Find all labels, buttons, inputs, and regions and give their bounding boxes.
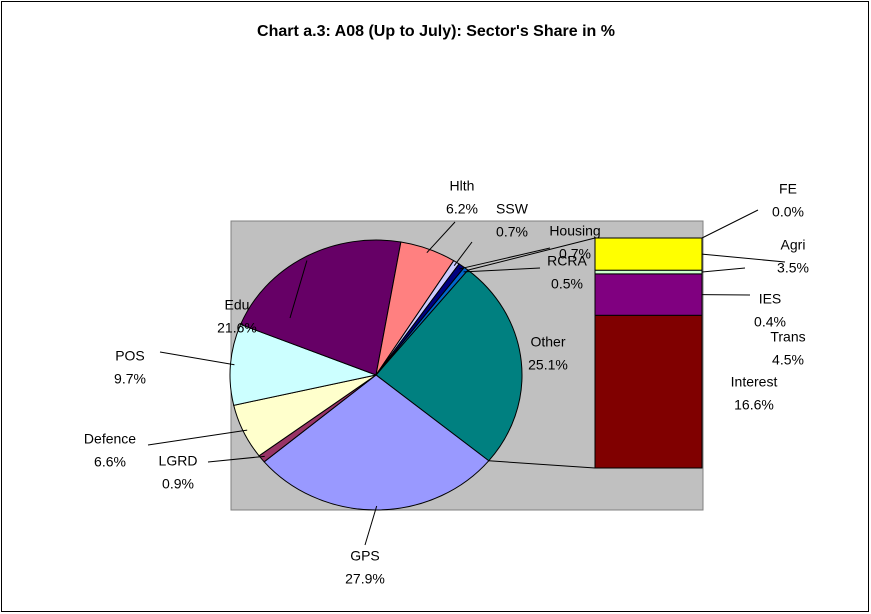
slice-label: Edu (225, 297, 250, 313)
bar-segment (594, 269, 703, 275)
slice-label: LGRD (159, 453, 198, 469)
slice-label: GPS (350, 548, 380, 564)
bar-segment (594, 273, 703, 316)
bar-segment (594, 314, 703, 469)
bar-label: IES (759, 291, 782, 307)
leader-line (459, 247, 551, 270)
slice-label: Other (530, 334, 565, 350)
slice-value-label: 27.9% (345, 571, 385, 587)
leader-line (364, 505, 378, 546)
leader-line (453, 241, 473, 266)
bar-value-label: 4.5% (772, 352, 804, 368)
bar-label: Agri (781, 237, 806, 253)
connector-line (488, 460, 596, 469)
slice-value-label: 25.1% (528, 357, 568, 373)
slice-value-label: 6.2% (446, 201, 478, 217)
bar-value-label: 0.0% (772, 204, 804, 220)
slice-value-label: 21.6% (217, 320, 257, 336)
pie-slice (263, 374, 490, 511)
leader-line (159, 351, 235, 366)
bar-segment (594, 237, 703, 271)
bar-value-label: 3.5% (777, 260, 809, 276)
slice-label: SSW (496, 201, 529, 217)
leader-line (701, 209, 759, 239)
bar-value-label: 16.6% (734, 397, 774, 413)
leader-line (701, 253, 786, 263)
slice-label: POS (115, 348, 145, 364)
bar-label: Interest (731, 374, 778, 390)
connector-line (467, 237, 596, 271)
leader-line (463, 267, 541, 273)
leader-line (701, 267, 746, 273)
slice-label: Defence (84, 431, 136, 447)
pie-slice (375, 269, 523, 462)
slice-label: RCRA (547, 253, 587, 269)
leader-line (147, 429, 248, 446)
slice-value-label: 0.9% (162, 476, 194, 492)
leader-line (426, 221, 456, 254)
slice-value-label: 0.7% (559, 246, 591, 262)
leader-line (207, 455, 265, 463)
slice-label: Housing (549, 223, 600, 239)
slice-value-label: 0.7% (496, 224, 528, 240)
bar-label: Trans (770, 329, 805, 345)
slice-value-label: 9.7% (114, 371, 146, 387)
chart-title: Chart a.3: A08 (Up to July): Sector's Sh… (257, 23, 615, 40)
pie-slice (239, 239, 402, 376)
slice-value-label: 0.5% (551, 276, 583, 292)
slice-label: Hlth (450, 178, 475, 194)
bar-value-label: 0.4% (754, 314, 786, 330)
pie-slice (375, 266, 469, 376)
leader-line (289, 260, 308, 319)
bar-label: FE (779, 181, 797, 197)
slice-value-label: 6.6% (94, 454, 126, 470)
